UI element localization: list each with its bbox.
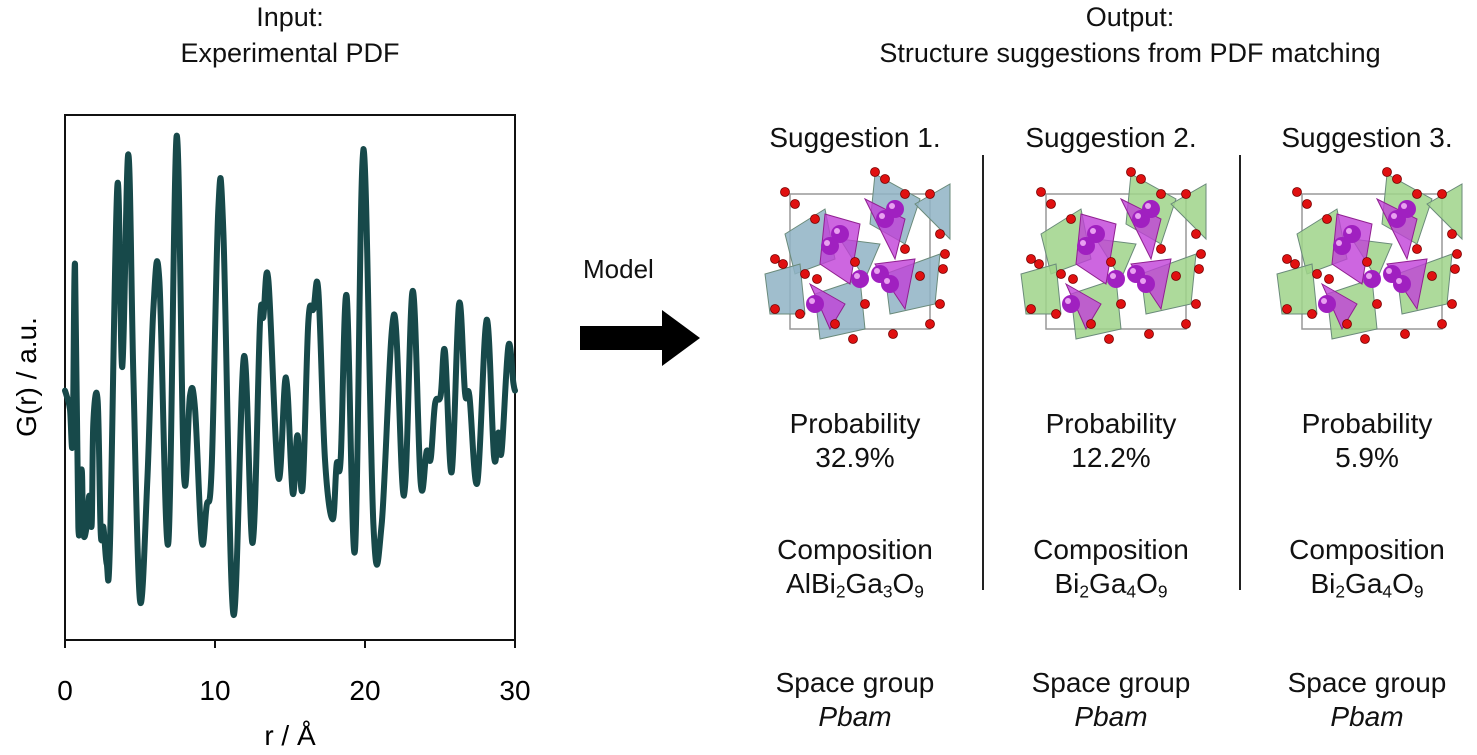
composition-value: Bi2Ga4O9 bbox=[1310, 568, 1424, 602]
crystal-structure-image bbox=[1276, 167, 1463, 344]
input-label: Input: bbox=[256, 2, 324, 32]
probability-label: Probability bbox=[1045, 408, 1177, 439]
probability-label: Probability bbox=[789, 408, 921, 439]
composition-value: Bi2Ga4O9 bbox=[1054, 568, 1168, 602]
composition-label: Composition bbox=[1289, 534, 1445, 565]
output-label: Output: bbox=[1085, 2, 1175, 32]
x-tick-label: 0 bbox=[57, 675, 73, 706]
pdf-chart: 0 10 20 30 r / Å G(r) / a.u. bbox=[11, 114, 531, 751]
suggestion-2: Suggestion 2. Probability 12.2% Composit… bbox=[986, 118, 1236, 734]
suggestion-title: Suggestion 3. bbox=[1281, 122, 1453, 153]
y-axis-label: G(r) / a.u. bbox=[11, 317, 42, 437]
input-title: Experimental PDF bbox=[180, 38, 400, 68]
pdf-curve bbox=[62, 132, 518, 618]
space-group-label: Space group bbox=[775, 667, 935, 699]
suggestion-title: Suggestion 1. bbox=[769, 122, 941, 153]
space-group-value: Pbam bbox=[818, 701, 892, 733]
space-group-value: Pbam bbox=[1330, 701, 1404, 733]
composition-value: AlBi2Ga3O9 bbox=[786, 568, 924, 602]
space-group-value: Pbam bbox=[1074, 701, 1148, 733]
probability-value: 5.9% bbox=[1335, 442, 1399, 473]
probability-value: 32.9% bbox=[815, 442, 895, 473]
x-tick-label: 30 bbox=[499, 675, 530, 706]
composition-label: Composition bbox=[1033, 534, 1189, 565]
arrow-icon bbox=[580, 310, 700, 366]
probability-value: 12.2% bbox=[1071, 442, 1151, 473]
suggestion-3: Suggestion 3. Probability 5.9% Compositi… bbox=[1242, 118, 1477, 734]
crystal-structure-image bbox=[1020, 167, 1207, 344]
suggestion-1: Suggestion 1. Probability 32.9% Composit… bbox=[730, 118, 980, 734]
divider bbox=[982, 155, 984, 590]
model-label: Model bbox=[583, 254, 654, 284]
probability-label: Probability bbox=[1301, 408, 1433, 439]
space-group-label: Space group bbox=[1287, 667, 1447, 699]
composition-label: Composition bbox=[777, 534, 933, 565]
suggestion-title: Suggestion 2. bbox=[1025, 122, 1197, 153]
output-title: Structure suggestions from PDF matching bbox=[879, 38, 1381, 68]
x-tick-label: 10 bbox=[199, 675, 230, 706]
x-tick-label: 20 bbox=[349, 675, 380, 706]
divider bbox=[1239, 155, 1241, 590]
crystal-structure-image bbox=[764, 167, 951, 344]
space-group-label: Space group bbox=[1031, 667, 1191, 699]
x-axis-label: r / Å bbox=[264, 720, 316, 751]
